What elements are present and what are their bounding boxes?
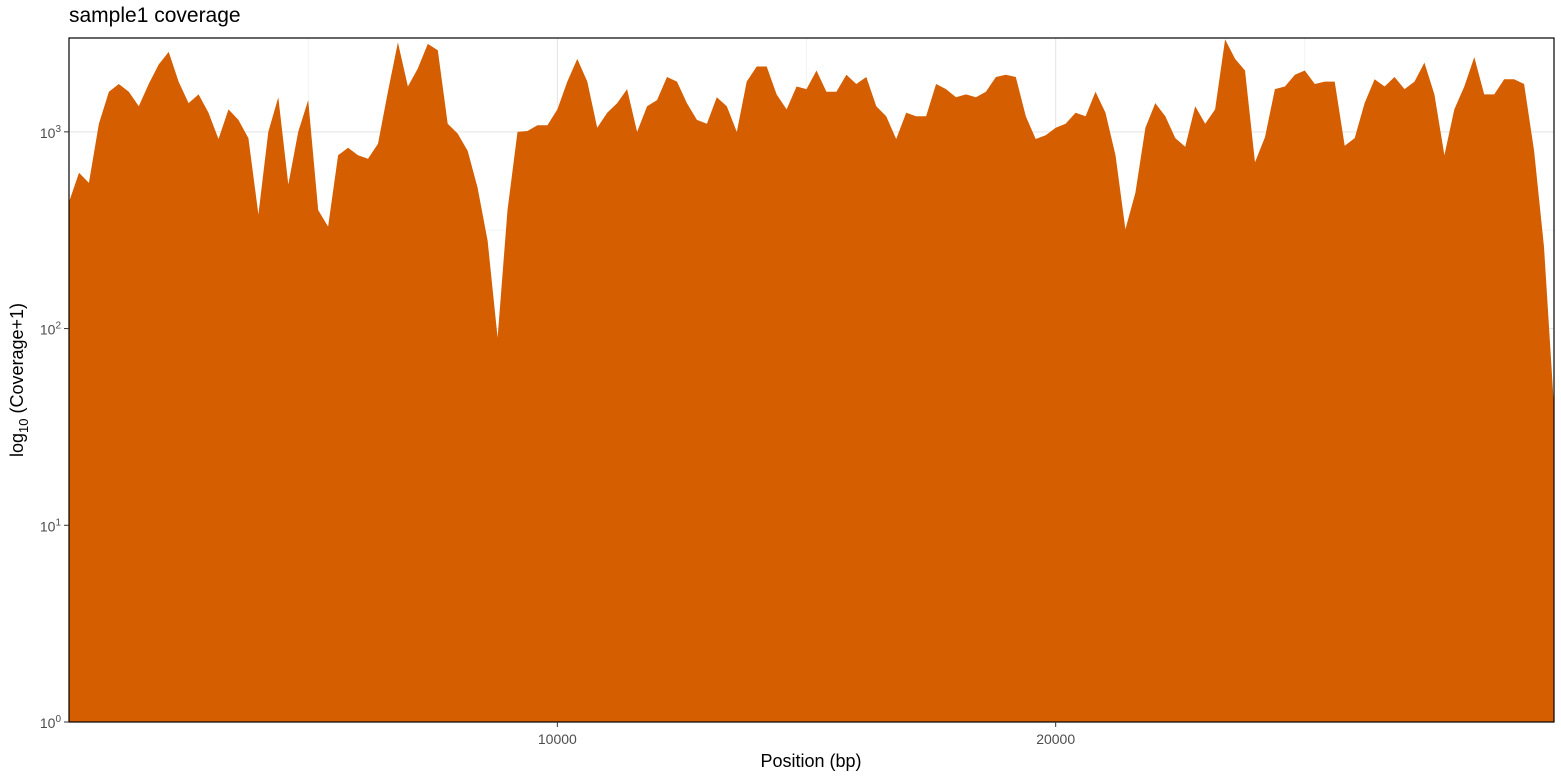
coverage-area	[69, 39, 1554, 722]
y-tick-label: 100	[40, 714, 62, 731]
x-tick-label: 10000	[538, 731, 577, 747]
panel-border	[68, 37, 1555, 723]
y-tick-label: 101	[40, 517, 62, 534]
y-axis-label: log10 (Coverage+1)	[7, 303, 31, 457]
y-axis: 100 101 102 103	[40, 124, 69, 731]
y-tick-label: 102	[40, 321, 62, 338]
chart-title: sample1 coverage	[69, 4, 241, 27]
x-axis: 10000 20000	[538, 722, 1075, 747]
y-tick-label: 103	[40, 124, 62, 141]
x-axis-label: Position (bp)	[760, 751, 861, 771]
x-tick-label: 20000	[1036, 731, 1075, 747]
